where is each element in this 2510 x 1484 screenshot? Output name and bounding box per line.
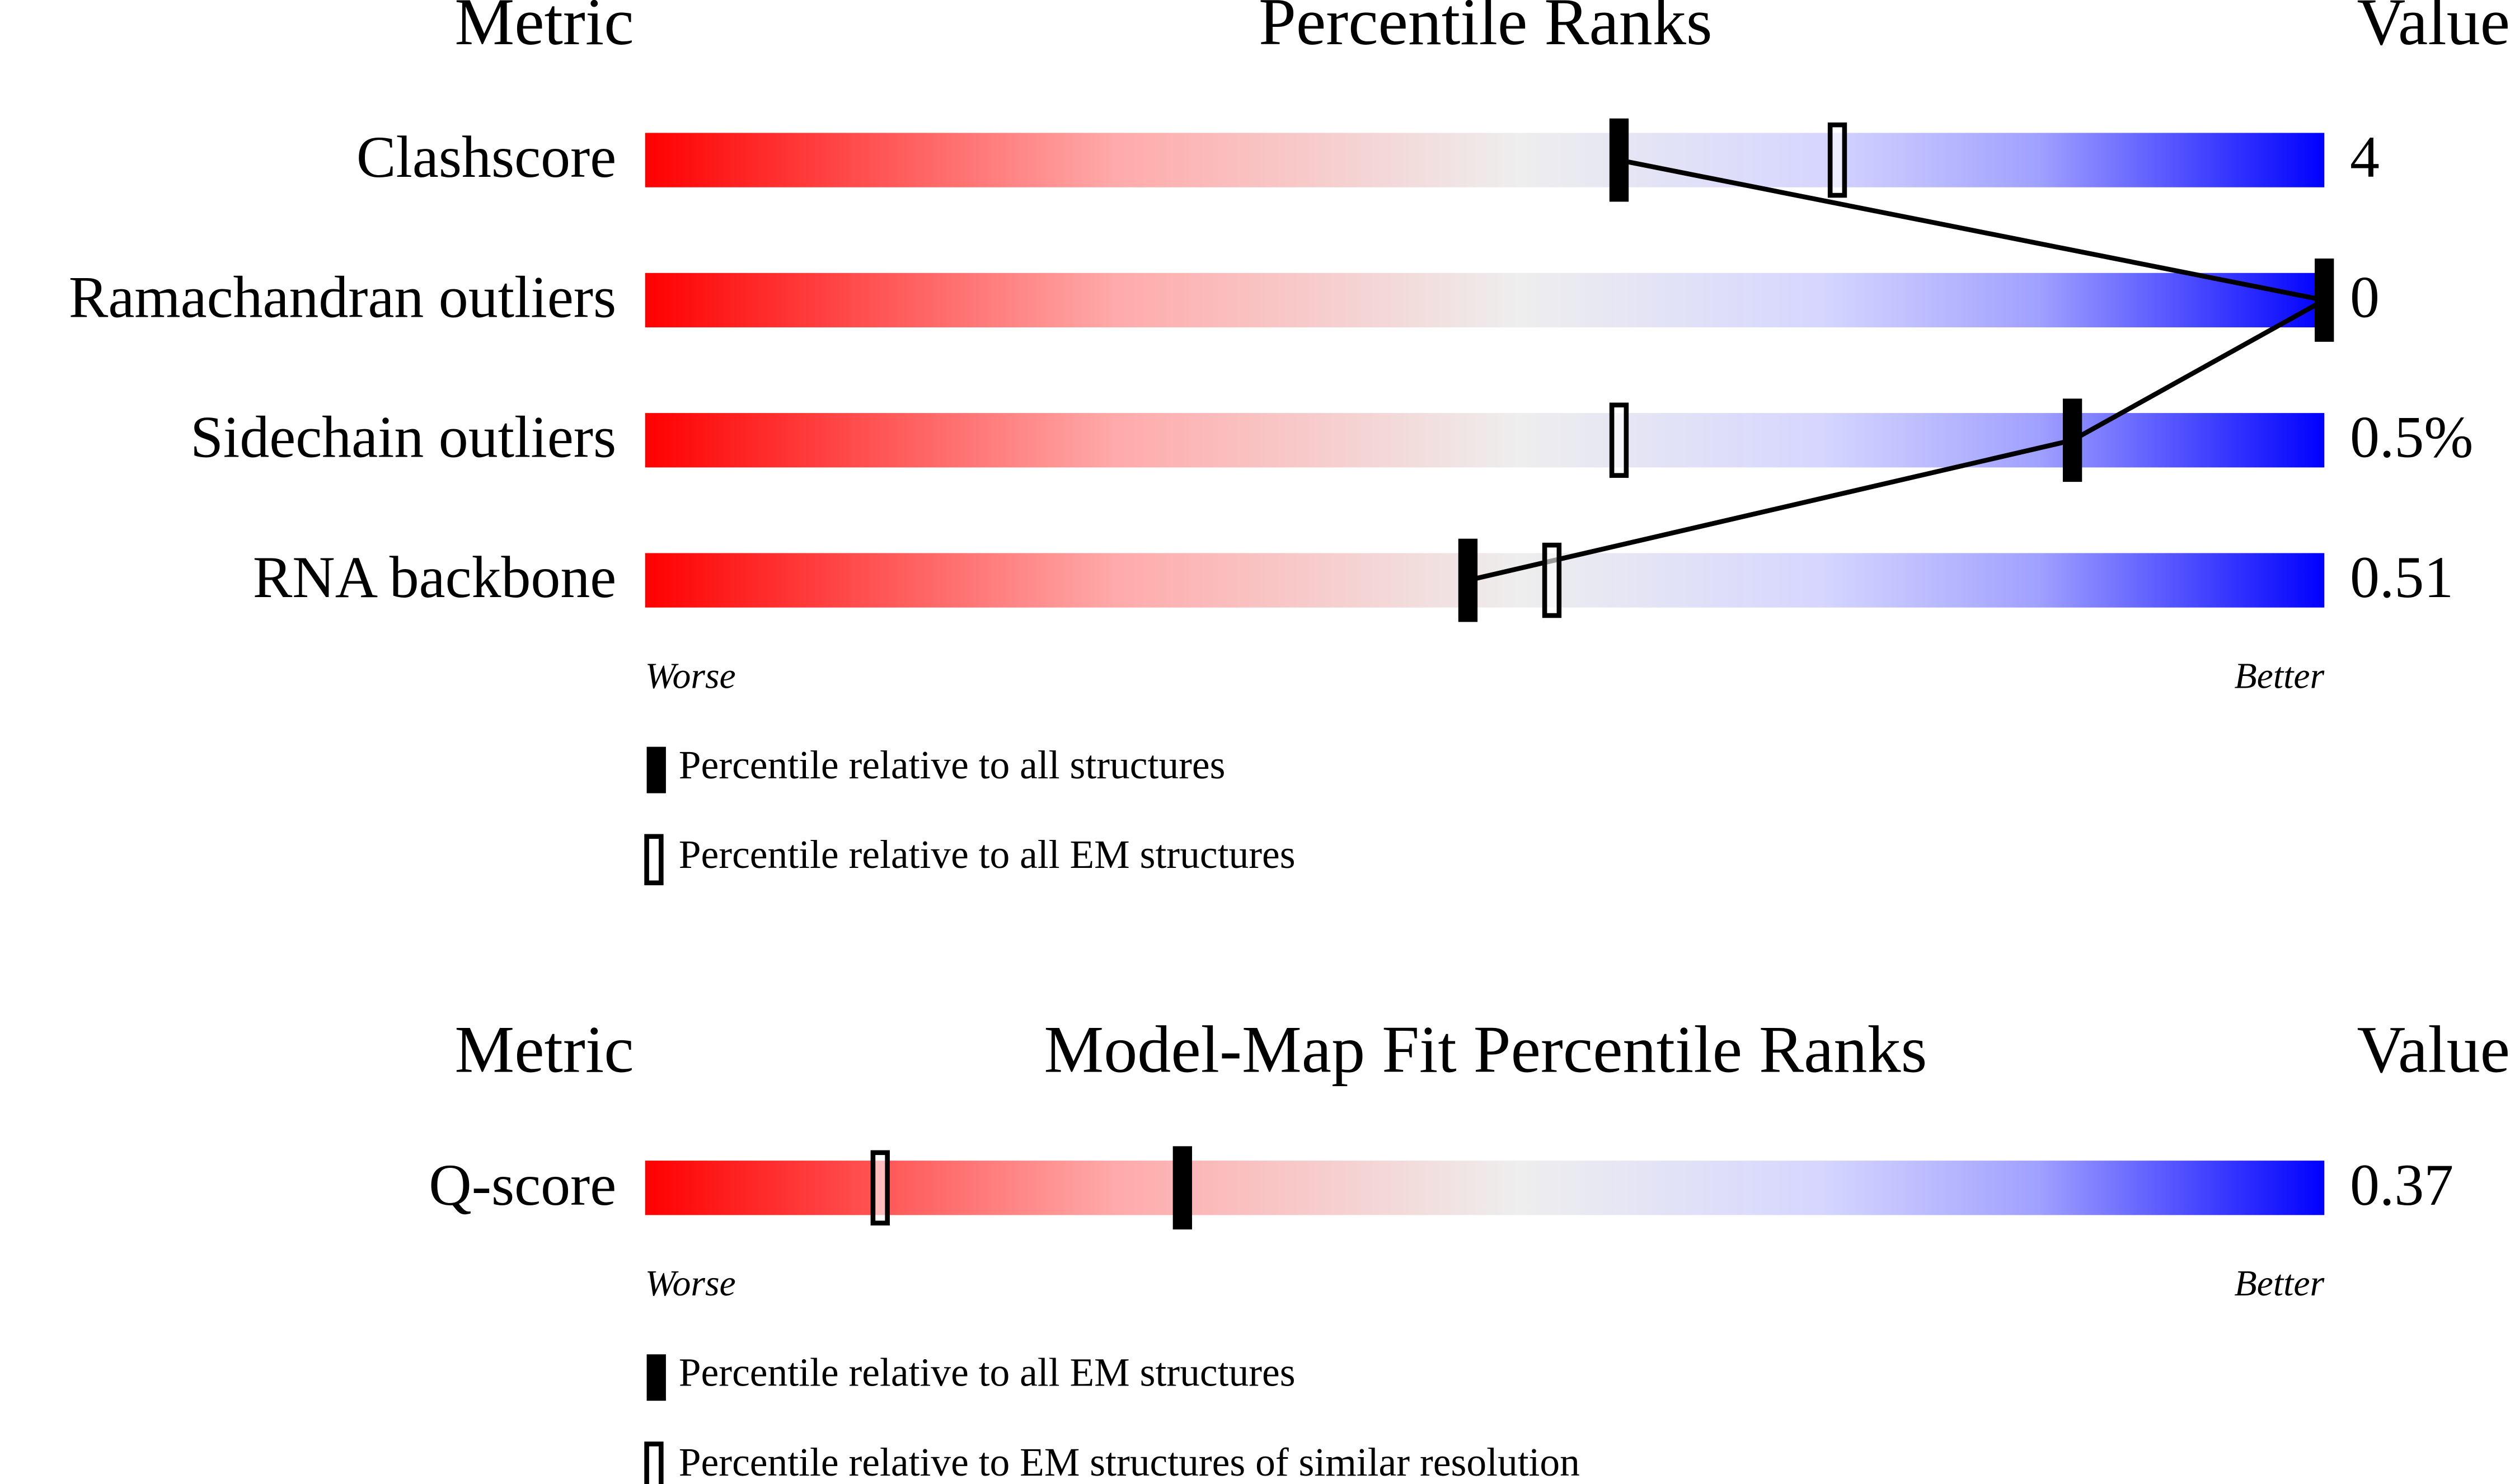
metric-name: Clashscore bbox=[356, 124, 616, 190]
high-label: Better bbox=[2234, 656, 2324, 697]
marker-open bbox=[1609, 402, 1629, 478]
metric-name: Q-score bbox=[429, 1152, 616, 1218]
marker-filled bbox=[1458, 538, 1478, 622]
metric-value: 0 bbox=[2350, 264, 2380, 330]
legend-marker bbox=[644, 834, 664, 886]
marker-filled bbox=[1609, 118, 1629, 202]
percentile-bar bbox=[645, 413, 2325, 468]
legend-marker bbox=[646, 1354, 666, 1401]
legend-label: Percentile relative to all EM structures bbox=[679, 1351, 1296, 1395]
legend-label: Percentile relative to all EM structures bbox=[679, 833, 1296, 877]
metric-name: RNA backbone bbox=[253, 544, 616, 610]
legend-marker bbox=[644, 1441, 664, 1484]
metric-value: 0.51 bbox=[2350, 544, 2453, 610]
marker-filled bbox=[2062, 398, 2082, 482]
metric-name: Ramachandran outliers bbox=[69, 264, 616, 330]
legend-label: Percentile relative to all structures bbox=[679, 743, 1226, 787]
percentile-bar bbox=[645, 133, 2325, 187]
metric-header: Metric bbox=[454, 1012, 634, 1087]
marker-open bbox=[870, 1150, 890, 1225]
connector-line bbox=[1467, 157, 2331, 583]
marker-filled bbox=[2315, 259, 2334, 342]
metric-value: 4 bbox=[2350, 124, 2380, 190]
metric-header: Metric bbox=[454, 0, 634, 59]
chart-title: Percentile Ranks bbox=[1259, 0, 1713, 59]
metric-value: 0.5% bbox=[2350, 405, 2473, 470]
legend-label: Percentile relative to EM structures of … bbox=[679, 1440, 1580, 1484]
low-label: Worse bbox=[645, 656, 736, 697]
value-header: Value bbox=[2357, 1012, 2510, 1087]
high-label: Better bbox=[2234, 1263, 2324, 1304]
percentile-bar bbox=[645, 273, 2325, 328]
percentile-bar bbox=[645, 553, 2325, 608]
percentile-bar bbox=[645, 1161, 2325, 1215]
low-label: Worse bbox=[645, 1263, 736, 1304]
legend-marker bbox=[646, 746, 666, 793]
chart-title: Model-Map Fit Percentile Ranks bbox=[1044, 1012, 1927, 1087]
value-header: Value bbox=[2357, 0, 2510, 59]
marker-open bbox=[1542, 542, 1562, 618]
metric-value: 0.37 bbox=[2350, 1152, 2453, 1218]
metric-name: Sidechain outliers bbox=[190, 405, 616, 470]
marker-open bbox=[1827, 122, 1847, 198]
marker-filled bbox=[1172, 1146, 1193, 1230]
